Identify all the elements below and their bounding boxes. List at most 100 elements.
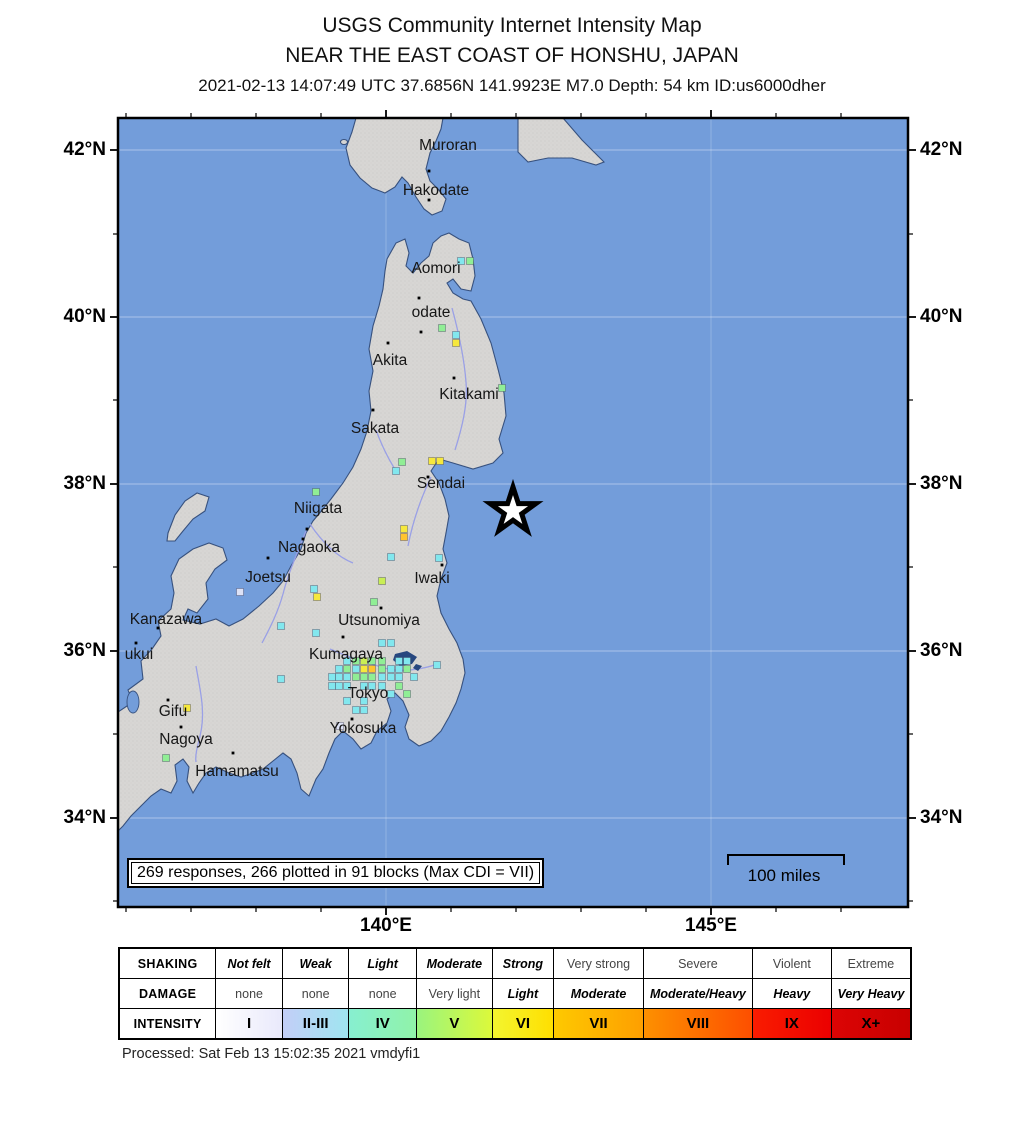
city-dot (179, 725, 183, 729)
city-label: Sakata (351, 420, 400, 437)
intensity-block (277, 622, 285, 630)
city-label: Iwaki (414, 570, 449, 587)
legend-cell-damage: Heavy (752, 979, 831, 1008)
intensity-block (378, 639, 386, 647)
intensity-block (378, 682, 386, 690)
intensity-block (387, 673, 395, 681)
intensity-block (452, 331, 460, 339)
intensity-block (403, 690, 411, 698)
scale-bar-label: 100 miles (747, 866, 821, 885)
intensity-legend-table: SHAKING Not felt Weak Light Moderate Strong Ve… (118, 947, 912, 1040)
river (451, 307, 468, 451)
lake-inlet (413, 664, 422, 671)
city-label: Joetsu (245, 569, 291, 586)
page-title: USGS Community Internet Intensity Map (322, 14, 702, 37)
scale-bar (727, 854, 845, 865)
intensity-block (335, 682, 343, 690)
city-label: Nagoya (159, 731, 213, 748)
city-dot (301, 537, 305, 541)
city-label: Hamamatsu (195, 763, 279, 780)
intensity-block (433, 661, 441, 669)
city-label: Sendai (417, 475, 465, 492)
intensity-block (378, 657, 386, 665)
landmass-group (118, 118, 605, 832)
axis-tick-label: 38°N (63, 473, 106, 494)
legend-cell-shaking: Severe (644, 949, 752, 978)
legend-cell-damage: Moderate (553, 979, 644, 1008)
city-dot (419, 330, 423, 334)
axis-tick-label: 42°N (63, 139, 106, 160)
intensity-block (457, 257, 465, 265)
intensity-block (395, 657, 403, 665)
river (195, 665, 204, 763)
legend-cell-damage: none (216, 979, 282, 1008)
intensity-block (368, 665, 376, 673)
legend-cell-shaking: Strong (492, 949, 553, 978)
legend-cell-intensity: IV (349, 1009, 416, 1038)
map-layers: Muroran Hakodate Aomori odate Akita Kitakami S… (118, 118, 908, 907)
intensity-block (378, 665, 386, 673)
city-label: Nagaoka (278, 539, 340, 556)
city-dot (156, 626, 160, 630)
river (407, 476, 432, 547)
city-dot (266, 556, 270, 560)
intensity-block (343, 682, 351, 690)
city-label: Kumagaya (309, 646, 383, 663)
intensity-block (236, 588, 244, 596)
intensity-block (360, 665, 368, 673)
river (309, 523, 354, 564)
city-dot (427, 198, 431, 202)
intensity-block (400, 525, 408, 533)
axis-tick-label: 34°N (920, 807, 963, 828)
intensity-block (387, 665, 395, 673)
city-dot (417, 296, 421, 300)
legend-cell-damage: Very light (416, 979, 492, 1008)
intensity-square-group (162, 257, 506, 762)
intensity-block (313, 593, 321, 601)
intensity-block (403, 657, 411, 665)
intensity-block (395, 673, 403, 681)
intensity-block (398, 458, 406, 466)
city-label: Yokosuka (330, 720, 397, 737)
city-label: Niigata (294, 500, 343, 517)
city-label: Kitakami (439, 386, 498, 403)
intensity-block (395, 682, 403, 690)
intensity-map: Muroran Hakodate Aomori odate Akita Kitakami S… (110, 110, 916, 915)
legend-cell-intensity: VIII (644, 1009, 752, 1038)
city-dot (305, 527, 309, 531)
intensity-block (183, 704, 191, 712)
intensity-block (312, 488, 320, 496)
legend-cell-damage: Very Heavy (831, 979, 910, 1008)
intensity-block (360, 657, 368, 665)
small-island (339, 138, 349, 146)
city-label: Akita (373, 352, 408, 369)
city-label: Hakodate (403, 182, 469, 199)
intensity-block (360, 673, 368, 681)
city-label: odate (412, 304, 451, 321)
intensity-block (343, 697, 351, 705)
legend-cell-shaking: Light (349, 949, 416, 978)
intensity-block (162, 754, 170, 762)
legend-cell-intensity: IX (752, 1009, 831, 1038)
legend-cell-damage: none (282, 979, 349, 1008)
city-dot (134, 641, 138, 645)
city-label: ukui (125, 646, 153, 663)
legend-row-label-damage: DAMAGE (120, 979, 216, 1008)
intensity-block (395, 665, 403, 673)
hokkaido-erimo-landmass (517, 118, 605, 166)
hokkaido-oshima-landmass (345, 118, 447, 216)
processed-timestamp: Processed: Sat Feb 13 15:02:35 2021 vmdy… (122, 1046, 421, 1062)
legend-cell-damage: Light (492, 979, 553, 1008)
city-label: Tokyo (348, 685, 389, 702)
city-dot (426, 475, 430, 479)
city-dot (452, 376, 456, 380)
intensity-block (466, 257, 474, 265)
river (261, 530, 307, 644)
legend-cell-intensity: I (216, 1009, 282, 1038)
legend-cell-intensity: V (416, 1009, 492, 1038)
legend-cell-intensity: VII (553, 1009, 644, 1038)
city-dot (350, 717, 354, 721)
intensity-block (368, 657, 376, 665)
intensity-block (368, 673, 376, 681)
intensity-block (277, 675, 285, 683)
